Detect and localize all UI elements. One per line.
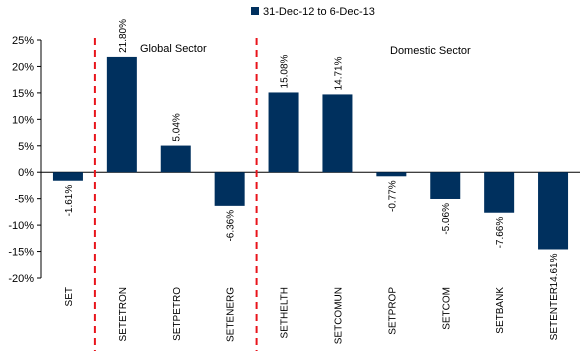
y-tick-label: -5% — [14, 194, 34, 206]
legend-swatch — [251, 7, 259, 15]
domestic-sector-annotation: Domestic Sector — [390, 45, 471, 57]
category-label: SETCOMUN — [333, 287, 344, 344]
value-label: 14.61% — [549, 253, 560, 287]
y-tick-label: 15% — [12, 88, 34, 100]
category-label: SETPETRO — [172, 287, 183, 341]
legend-label: 31-Dec-12 to 6-Dec-13 — [263, 6, 375, 18]
category-label: SETENERG — [226, 287, 237, 342]
bar — [430, 172, 461, 199]
category-label: SETPROP — [387, 287, 398, 335]
sector-separators — [93, 38, 258, 351]
value-label: -5.06% — [441, 203, 452, 235]
category-labels: SET SETETRON SETPETRO SETENERG SETHELTH SETCO… — [64, 287, 560, 345]
bar — [214, 172, 245, 206]
bars — [52, 56, 569, 250]
bar — [160, 145, 191, 173]
bar — [484, 172, 515, 213]
value-label: -1.61% — [64, 185, 75, 217]
value-label: -7.66% — [495, 217, 506, 249]
global-sector-annotation: Global Sector — [140, 43, 207, 55]
category-label: SETETRON — [118, 287, 129, 341]
y-tick-label: 0% — [18, 167, 34, 179]
y-tick-label: -20% — [8, 273, 34, 285]
y-tick-label: 20% — [12, 61, 34, 73]
category-label: SETHELTH — [280, 287, 291, 339]
category-label: SETBANK — [495, 287, 506, 334]
value-labels: -1.61% 21.80% 5.04% -6.36% 15.08% 14.71% -0.77… — [64, 19, 560, 288]
value-label: 21.80% — [118, 19, 129, 53]
value-label: 5.04% — [172, 113, 183, 141]
bar — [52, 172, 83, 181]
bar — [322, 94, 353, 173]
legend: 31-Dec-12 to 6-Dec-13 — [251, 6, 375, 18]
y-tick-label: -10% — [8, 220, 34, 232]
bar — [376, 172, 407, 177]
bar — [268, 92, 299, 173]
y-axis: 25% 20% 15% 10% 5% 0% -5% -10% -15% -20% — [8, 35, 42, 285]
category-label: SETENTER — [549, 287, 560, 340]
category-label: SET — [64, 287, 75, 306]
bar — [106, 56, 137, 173]
value-label: -6.36% — [226, 210, 237, 242]
y-tick-label: 25% — [12, 35, 34, 47]
category-label: SETCOM — [441, 287, 452, 330]
value-label: 14.71% — [333, 56, 344, 90]
value-label: 15.08% — [280, 54, 291, 88]
y-tick-label: 5% — [18, 141, 34, 153]
value-label: -0.77% — [387, 180, 398, 212]
y-tick-label: -15% — [8, 247, 34, 259]
y-tick-label: 10% — [12, 114, 34, 126]
bar — [538, 172, 569, 250]
